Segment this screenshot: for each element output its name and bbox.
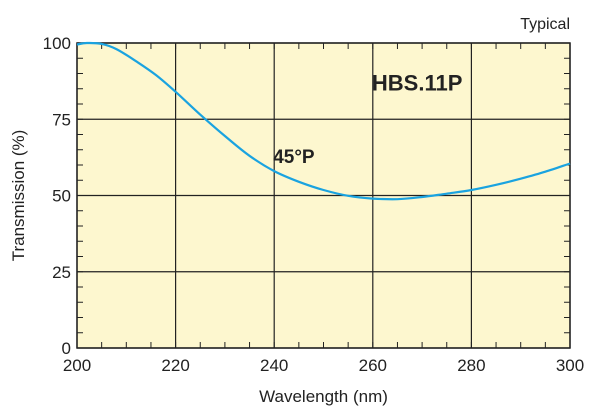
x-tick-label-300: 300 [556, 356, 584, 375]
series-line [76, 41, 571, 201]
y-axis-label: Transmission (%) [9, 130, 28, 262]
y-tick-labels: 0 25 50 75 100 [43, 34, 71, 358]
x-axis-label: Wavelength (nm) [259, 387, 388, 406]
y-tick-label-0: 0 [62, 339, 71, 358]
annotation-angle: 45°P [273, 147, 315, 168]
minor-ticks [76, 42, 571, 349]
x-tick-label-260: 260 [359, 356, 387, 375]
y-tick-label-75: 75 [52, 110, 71, 129]
y-tick-label-50: 50 [52, 187, 71, 206]
x-tick-label-220: 220 [161, 356, 189, 375]
y-tick-label-25: 25 [52, 263, 71, 282]
y-tick-label-100: 100 [43, 34, 71, 53]
annotation-product: HBS.11P [372, 71, 463, 96]
plot-frame [76, 42, 571, 349]
x-tick-label-200: 200 [63, 356, 91, 375]
x-tick-label-280: 280 [457, 356, 485, 375]
typical-note: Typical [520, 16, 570, 33]
x-tick-label-240: 240 [260, 356, 288, 375]
x-tick-labels: 200 220 240 260 280 300 [63, 356, 584, 375]
